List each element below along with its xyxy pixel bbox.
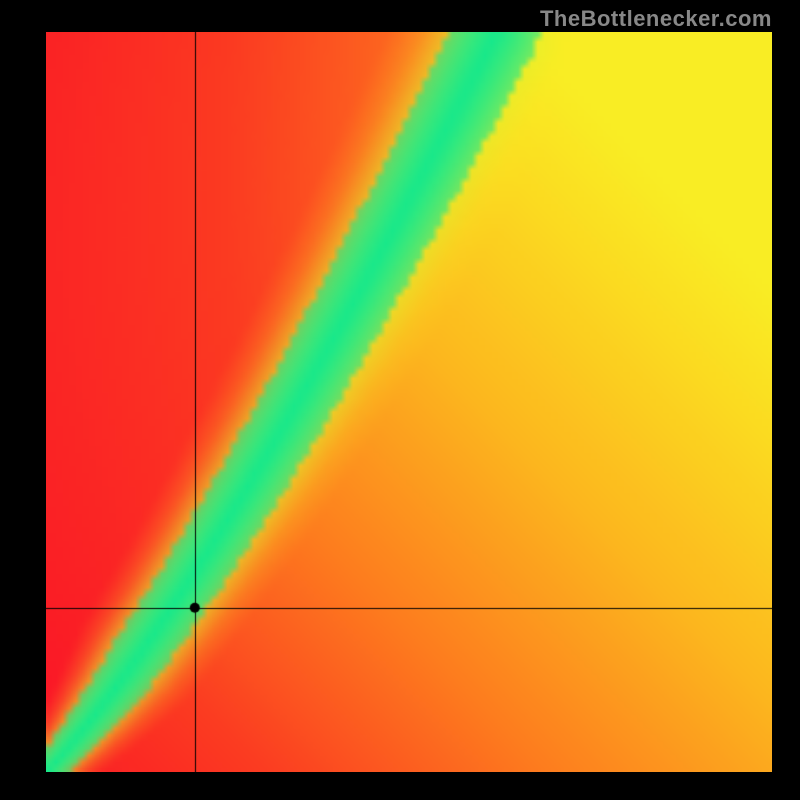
chart-container: TheBottlenecker.com bbox=[0, 0, 800, 800]
watermark-label: TheBottlenecker.com bbox=[540, 6, 772, 32]
overlay-canvas bbox=[46, 32, 772, 772]
